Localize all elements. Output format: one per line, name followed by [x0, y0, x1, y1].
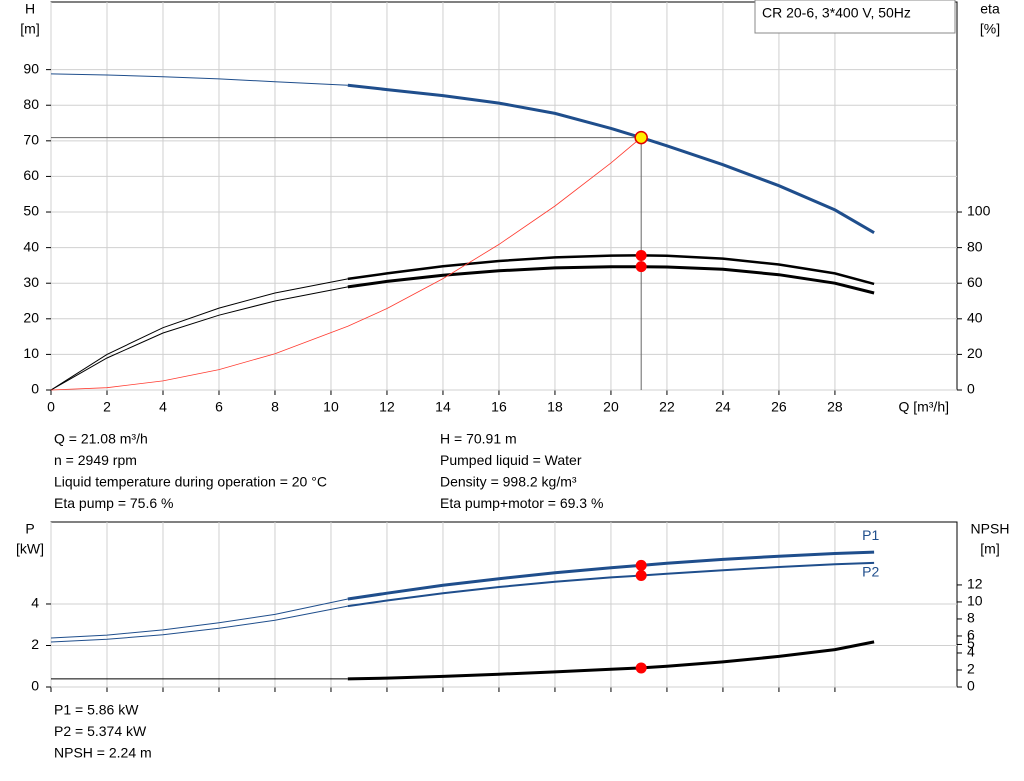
readout: P1 = 5.86 kW [54, 702, 139, 718]
x-tick-label: 28 [827, 399, 843, 415]
readout: Eta pump+motor = 69.3 % [440, 495, 603, 511]
curve [347, 640, 875, 681]
readout: Q = 21.08 m³/h [54, 431, 148, 447]
x-tick-label: 6 [215, 399, 223, 415]
curve [50, 286, 348, 391]
curve [50, 278, 348, 391]
readout: H = 70.91 m [440, 431, 517, 447]
x-tick-label: 18 [547, 399, 563, 415]
y-axis-label: H [25, 1, 35, 17]
y2-tick-label: 6 [967, 627, 975, 643]
x-tick-label: 8 [271, 399, 279, 415]
title-box [754, 0, 956, 34]
curve [50, 605, 348, 643]
x-tick-label: 0 [47, 399, 55, 415]
y-tick-label: 40 [23, 238, 39, 254]
chart-title: CR 20-6, 3*400 V, 50Hz [762, 5, 911, 21]
point-marker [635, 249, 647, 261]
readout: Density = 998.2 kg/m³ [440, 474, 577, 490]
plot-frame [50, 521, 958, 688]
y-tick-label: 50 [23, 203, 39, 219]
readout: P2 = 5.374 kW [54, 723, 147, 739]
y2-tick-label: 100 [967, 203, 991, 219]
point-marker [635, 662, 647, 674]
y2-tick-label: 5 [967, 635, 975, 651]
curve [347, 550, 875, 601]
x-tick-label: 10 [323, 399, 339, 415]
x-tick-label: 4 [159, 399, 167, 415]
y2-tick-label: 12 [967, 576, 983, 592]
x-tick-label: 2 [103, 399, 111, 415]
y2-tick-label: 20 [967, 345, 983, 361]
y2-tick-label: 40 [967, 310, 983, 326]
readout: n = 2949 rpm [54, 452, 137, 468]
y2-tick-label: 60 [967, 274, 983, 290]
y-tick-label: 30 [23, 274, 39, 290]
readout: Liquid temperature during operation = 20… [54, 474, 327, 490]
curve [347, 254, 875, 286]
x-tick-label: 22 [659, 399, 675, 415]
y2-tick-label: 4 [967, 644, 975, 660]
y-tick-label: 20 [23, 310, 39, 326]
y-tick-label: 2 [31, 636, 39, 652]
y-tick-label: 0 [31, 678, 39, 694]
x-axis-label: Q [m³/h] [898, 399, 949, 415]
y2-tick-label: 0 [967, 381, 975, 397]
x-tick-label: 16 [491, 399, 507, 415]
curve [50, 137, 642, 391]
y2-axis-label: [m] [980, 541, 999, 557]
y2-tick-label: 10 [967, 593, 983, 609]
x-tick-label: 12 [379, 399, 395, 415]
y-tick-label: 0 [31, 381, 39, 397]
y2-axis-label: eta [980, 1, 1000, 17]
readout: NPSH = 2.24 m [54, 745, 152, 761]
y-tick-label: 90 [23, 60, 39, 76]
series-label: P2 [862, 564, 879, 580]
x-tick-label: 14 [435, 399, 451, 415]
y-tick-label: 60 [23, 167, 39, 183]
y-axis-label: P [25, 521, 34, 537]
y-tick-label: 10 [23, 345, 39, 361]
readout: Eta pump = 75.6 % [54, 495, 173, 511]
y2-axis-label: NPSH [971, 521, 1010, 537]
plot-frame [50, 1, 958, 391]
series-label: P1 [862, 527, 879, 543]
y-axis-label: [m] [20, 21, 39, 37]
curve [50, 598, 348, 639]
readout: Pumped liquid = Water [440, 452, 582, 468]
point-marker [635, 261, 647, 273]
point-marker [635, 569, 647, 581]
curve [347, 265, 875, 295]
y2-tick-label: 8 [967, 610, 975, 626]
y2-tick-label: 2 [967, 661, 975, 677]
curve [347, 561, 875, 608]
y-axis-label: [kW] [16, 541, 44, 557]
point-marker [635, 559, 647, 571]
y2-tick-label: 0 [967, 678, 975, 694]
y2-axis-label: [%] [980, 21, 1000, 37]
x-tick-label: 20 [603, 399, 619, 415]
operating-point [634, 130, 648, 145]
curve [347, 83, 875, 234]
y-tick-label: 80 [23, 96, 39, 112]
x-tick-label: 24 [715, 399, 731, 415]
curve [50, 73, 348, 86]
y-tick-label: 70 [23, 132, 39, 148]
y-tick-label: 4 [31, 595, 39, 611]
x-tick-label: 26 [771, 399, 787, 415]
y2-tick-label: 80 [967, 238, 983, 254]
